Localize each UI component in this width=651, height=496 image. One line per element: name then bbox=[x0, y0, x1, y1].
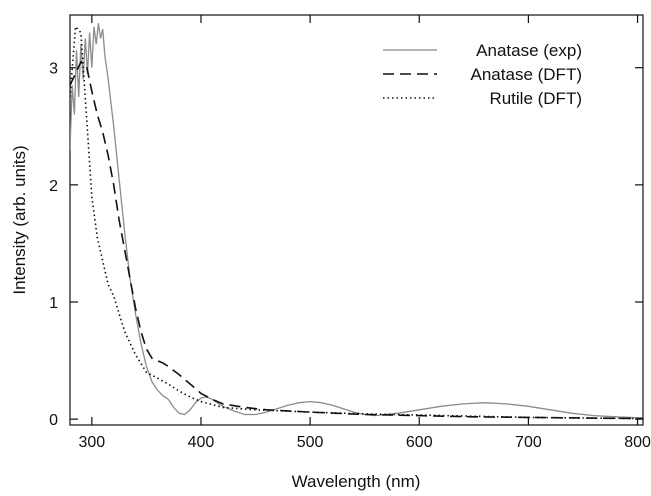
y-tick-labels: 0 1 2 3 bbox=[49, 61, 58, 429]
axis-ticks bbox=[70, 15, 643, 425]
x-tick-label: 400 bbox=[188, 434, 215, 451]
series-lines bbox=[70, 23, 643, 420]
legend-label-3: Rutile (DFT) bbox=[489, 89, 582, 108]
y-tick-label: 1 bbox=[49, 295, 58, 312]
y-tick-label: 0 bbox=[49, 412, 58, 429]
y-tick-label: 3 bbox=[49, 61, 58, 78]
x-tick-label: 300 bbox=[78, 434, 105, 451]
x-tick-label: 500 bbox=[297, 434, 324, 451]
plot-frame bbox=[69, 14, 644, 426]
series-line-1 bbox=[70, 23, 643, 419]
x-tick-label: 600 bbox=[406, 434, 433, 451]
series-line-3 bbox=[70, 24, 643, 420]
legend-label-2: Anatase (DFT) bbox=[471, 65, 582, 84]
x-tick-label: 800 bbox=[624, 434, 651, 451]
x-axis-title: Wavelength (nm) bbox=[292, 472, 421, 491]
y-tick-label: 2 bbox=[49, 178, 58, 195]
x-tick-labels: 300 400 500 600 700 800 bbox=[78, 434, 651, 451]
legend-label-1: Anatase (exp) bbox=[476, 41, 582, 60]
series-line-2 bbox=[70, 60, 643, 420]
legend: Anatase (exp) Anatase (DFT) Rutile (DFT) bbox=[383, 41, 582, 108]
y-axis-title: Intensity (arb. units) bbox=[10, 145, 29, 294]
x-tick-label: 700 bbox=[515, 434, 542, 451]
